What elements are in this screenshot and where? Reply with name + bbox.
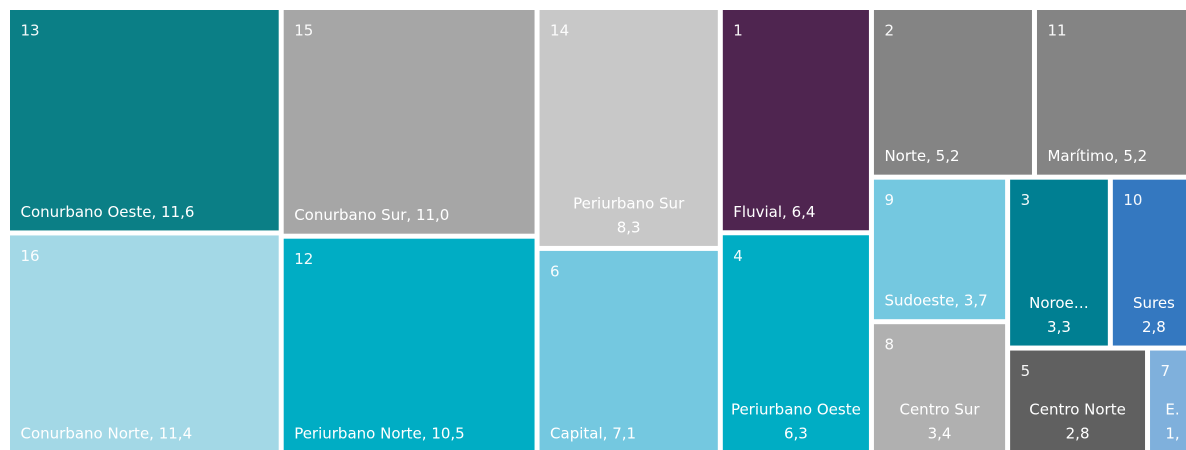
tile-label: Marítimo, 5,2 [1047,147,1147,165]
tile-id: 15 [294,22,313,40]
tile-id: 3 [1021,191,1031,209]
tile [722,10,869,231]
tile-id: 2 [884,22,894,40]
tile-label: Periurbano Norte, 10,5 [294,425,465,443]
tile-value: 5,2 [936,147,960,165]
tile-name: Periurbano Norte [294,425,422,443]
tile [1010,350,1146,450]
tile-id: 11 [1047,22,1066,40]
tile [10,235,279,450]
tile-id: 1 [733,22,743,40]
tile [873,10,1032,175]
tile-value: 3,3 [1047,318,1071,336]
tile-value: 10,5 [431,425,464,443]
tile-value: 5,2 [1123,147,1147,165]
tile-label: Capital, 7,1 [550,425,636,443]
tile [283,238,535,450]
tile-id: 7 [1161,362,1171,380]
tile [873,179,1006,320]
tile-value: 1, [1165,425,1179,443]
tile-value: 3,4 [928,425,952,443]
tile-id: 8 [884,336,894,354]
tile-value: 3,7 [964,292,988,310]
tile-id: 13 [21,22,40,40]
tile-id: 16 [21,247,40,265]
tile-label: Fluvial, 6,4 [733,203,815,221]
tile-name: Marítimo [1047,147,1113,165]
tile-label: Sudoeste, 3,7 [884,292,987,310]
tile-label: Norte, 5,2 [884,147,959,165]
tile [539,250,718,450]
tile-id: 9 [884,191,894,209]
tile-id: 10 [1123,191,1142,209]
tile-name: Conurbano Sur [294,206,407,224]
tile-value: 6,4 [792,203,816,221]
tile [539,10,718,246]
tile [1112,179,1186,346]
tile-value: 7,1 [612,425,636,443]
tile-label: Conurbano Norte, 11,4 [21,425,193,443]
tile-label: Conurbano Oeste, 11,6 [21,203,195,221]
tile [1010,179,1108,346]
tile-name: Conurbano Norte [21,425,150,443]
tile-value: 8,3 [617,218,641,236]
tile-label: Conurbano Sur, 11,0 [294,206,449,224]
tile-name: Norte [884,147,926,165]
tile-name: Periurbano Oeste [731,401,861,419]
tile-id: 4 [733,247,743,265]
tile-value: 6,3 [784,425,808,443]
tile-name: E. [1165,401,1179,419]
tile-name: Sudoeste [884,292,954,310]
tile [10,10,279,231]
tile-name: Conurbano Oeste [21,203,152,221]
tile-value: 2,8 [1066,425,1090,443]
tile-value: 2,8 [1142,318,1166,336]
tile-value: 11,6 [161,203,194,221]
tile-name: Capital [550,425,603,443]
tile-id: 14 [550,22,569,40]
tile-name: Centro Norte [1029,401,1126,419]
tile-name: Noroe… [1029,294,1089,312]
tile-value: 11,4 [159,425,192,443]
tile [1150,350,1186,450]
tile-id: 6 [550,262,560,280]
tile [873,324,1006,450]
tile [722,235,869,450]
tile-id: 12 [294,250,313,268]
tile-id: 5 [1021,362,1031,380]
tile-value: 11,0 [416,206,449,224]
tile-name: Sures [1133,294,1175,312]
tile-name: Periurbano Sur [573,194,685,212]
tile [283,10,535,234]
tile-name: Centro Sur [899,401,980,419]
tile-name: Fluvial [733,203,782,221]
tile [1036,10,1186,175]
